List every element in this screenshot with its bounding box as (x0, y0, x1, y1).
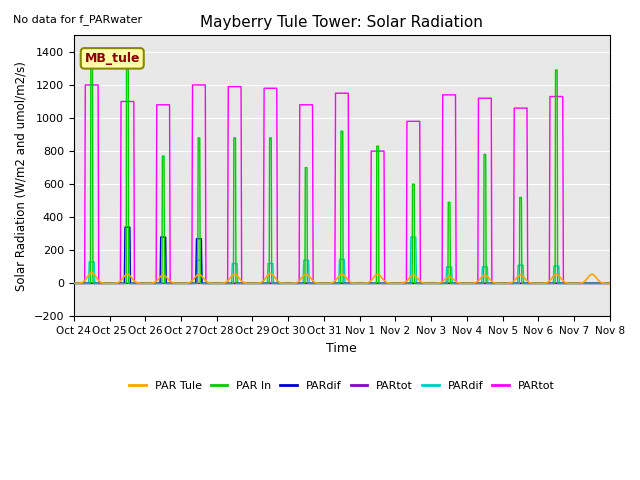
X-axis label: Time: Time (326, 342, 357, 355)
Text: No data for f_PARwater: No data for f_PARwater (13, 14, 142, 25)
Title: Mayberry Tule Tower: Solar Radiation: Mayberry Tule Tower: Solar Radiation (200, 15, 483, 30)
Y-axis label: Solar Radiation (W/m2 and umol/m2/s): Solar Radiation (W/m2 and umol/m2/s) (15, 61, 28, 291)
Legend: PAR Tule, PAR In, PARdif, PARtot, PARdif, PARtot: PAR Tule, PAR In, PARdif, PARtot, PARdif… (125, 376, 559, 395)
Text: MB_tule: MB_tule (84, 52, 140, 65)
